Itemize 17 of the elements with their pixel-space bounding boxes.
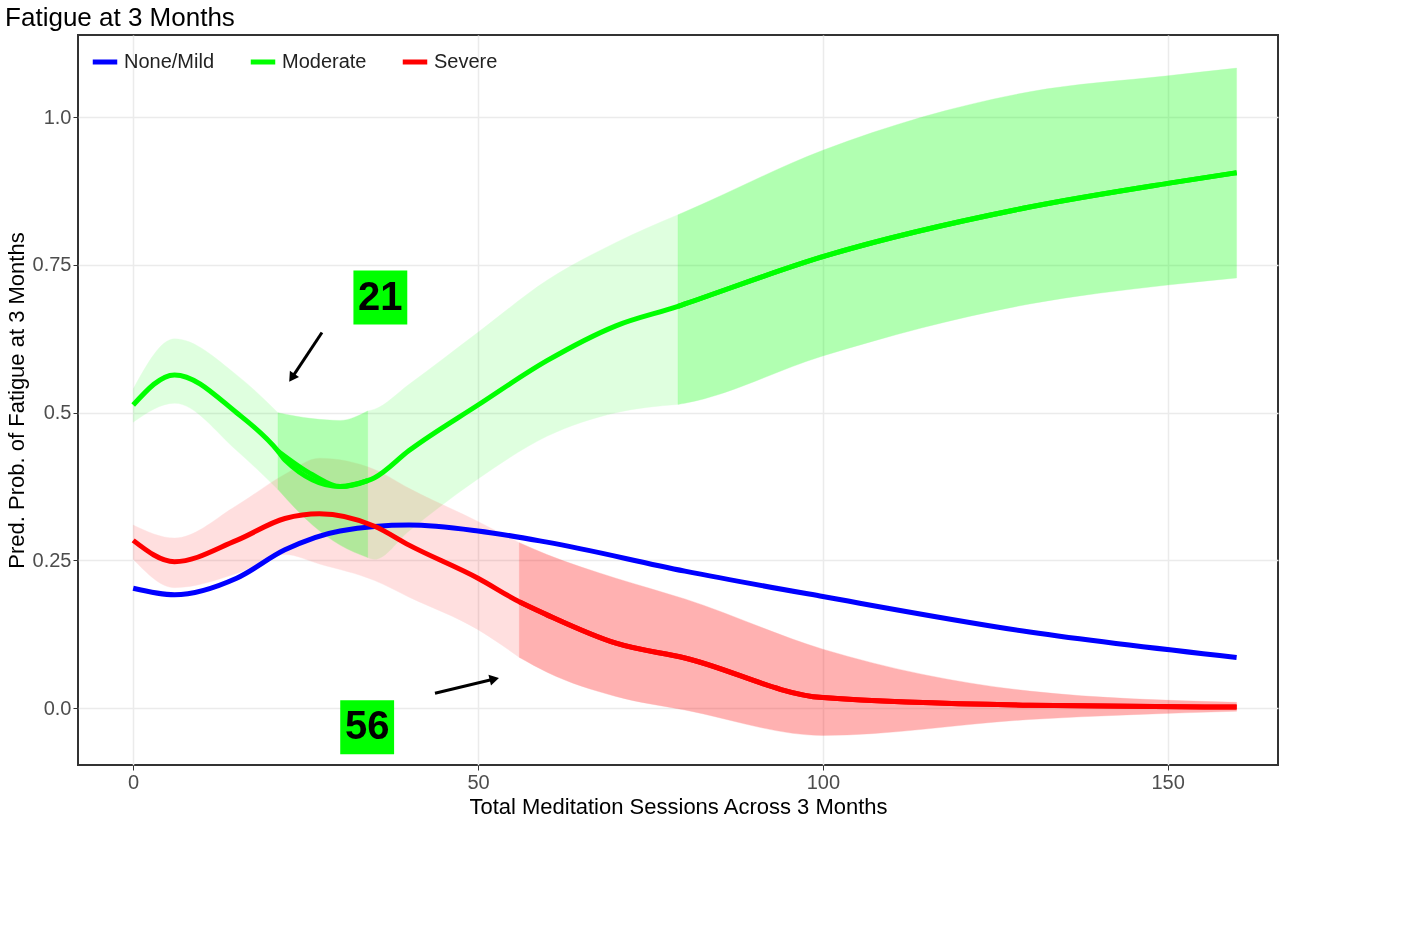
chart-title: Fatigue at 3 Months <box>5 2 235 32</box>
legend-label: Moderate <box>282 50 367 72</box>
y-tick-label: 0.5 <box>43 401 72 424</box>
x-tick-label: 100 <box>806 770 841 793</box>
y-tick-label: 0.0 <box>43 696 72 719</box>
x-tick-label: 150 <box>1151 770 1185 793</box>
legend-label: Severe <box>434 50 498 72</box>
x-axis-title: Total Meditation Sessions Across 3 Months <box>469 793 888 819</box>
legend-label: None/Mild <box>124 50 215 72</box>
annotation: 56 <box>344 703 390 748</box>
y-axis-title: Pred. Prob. of Fatigue at 3 Months <box>3 232 29 569</box>
y-tick-label: 0.25 <box>32 548 72 571</box>
x-tick-label: 50 <box>467 770 490 793</box>
y-tick-label: 1.0 <box>43 105 72 128</box>
annotation: 21 <box>358 273 403 318</box>
x-tick-label: 0 <box>128 770 140 793</box>
y-tick-label: 0.75 <box>32 253 72 276</box>
